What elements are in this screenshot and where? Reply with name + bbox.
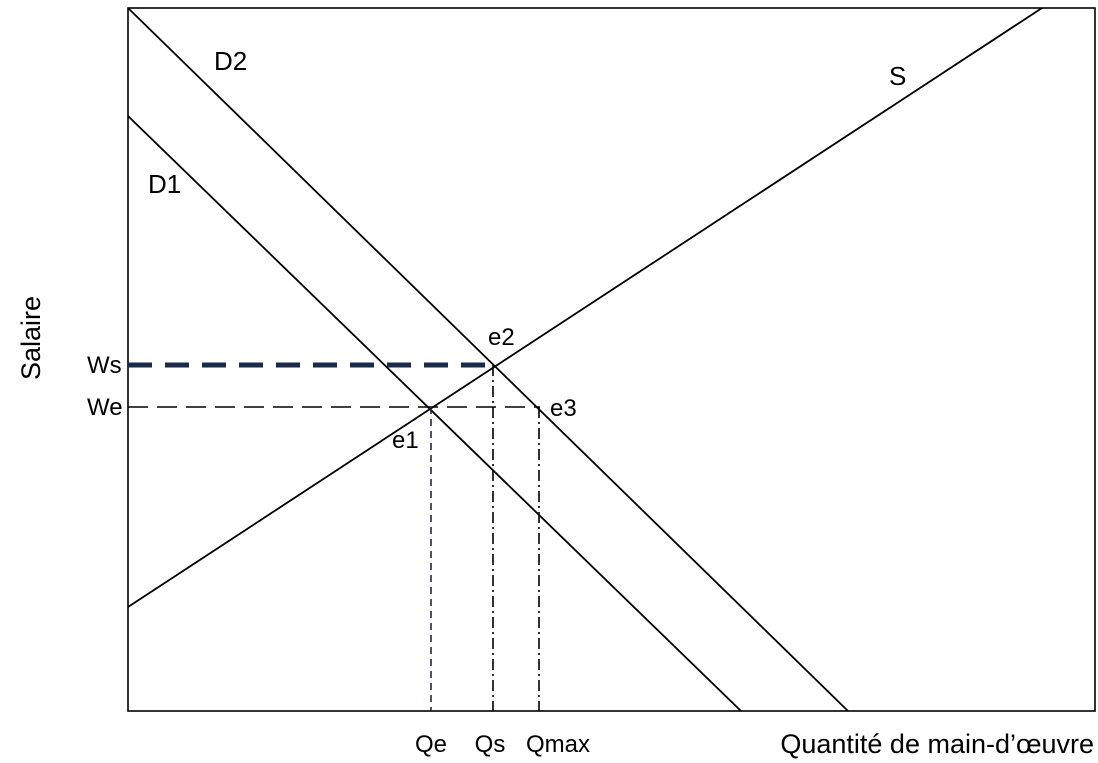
point-label-e1: e1 bbox=[392, 427, 419, 454]
curve-label-s: S bbox=[889, 61, 906, 91]
y-tick-ws: Ws bbox=[87, 352, 122, 379]
y-axis-title: Salaire bbox=[16, 296, 46, 380]
x-tick-qmax: Qmax bbox=[526, 731, 590, 758]
point-label-e2: e2 bbox=[488, 324, 515, 351]
demand-curve-d2 bbox=[127, 7, 849, 712]
x-tick-qs: Qs bbox=[475, 731, 506, 758]
demand-curve-d1 bbox=[127, 115, 742, 712]
curve-label-d1: D1 bbox=[148, 169, 181, 199]
curve-label-d2: D2 bbox=[214, 46, 247, 76]
x-axis-title: Quantité de main-d’œuvre bbox=[780, 729, 1094, 759]
point-label-e3: e3 bbox=[550, 395, 577, 422]
y-tick-we: We bbox=[87, 394, 123, 421]
plot-frame bbox=[127, 7, 1096, 712]
x-tick-qe: Qe bbox=[415, 731, 447, 758]
supply-curve-s bbox=[127, 7, 1043, 608]
